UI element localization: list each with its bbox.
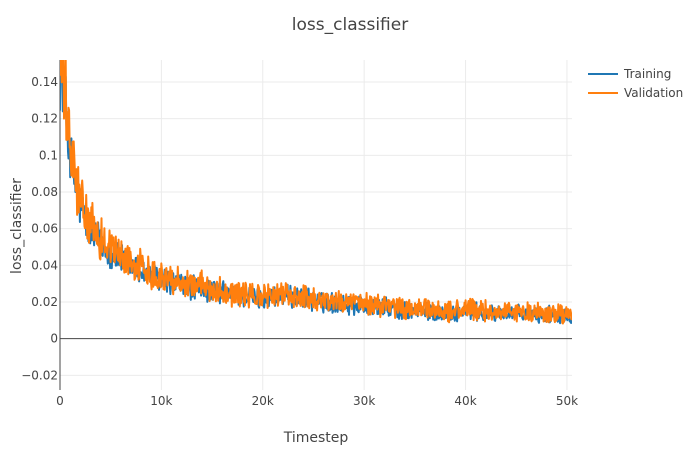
y-tick-label: 0.02: [31, 295, 58, 309]
x-tick-label: 50k: [556, 394, 578, 408]
y-axis-ticks: −0.02 0 0.02 0.04 0.06 0.08 0.1 0.12 0.14: [21, 75, 58, 382]
y-tick-label: 0.06: [31, 222, 58, 236]
zero-line-group: [59, 60, 572, 390]
plot-area: [60, 60, 572, 325]
y-tick-label: −0.02: [21, 368, 58, 382]
x-axis-ticks: 0 10k 20k 30k 40k 50k: [56, 394, 578, 408]
chart-title: loss_classifier: [292, 15, 408, 35]
series-line-validation: [60, 60, 572, 325]
x-tick-label: 30k: [353, 394, 375, 408]
x-tick-label: 10k: [150, 394, 172, 408]
legend-label-training: Training: [623, 67, 671, 81]
y-axis-title: loss_classifier: [9, 178, 25, 274]
legend-label-validation: Validation: [624, 86, 683, 100]
legend: Training Validation: [588, 67, 683, 100]
x-tick-label: 20k: [252, 394, 274, 408]
y-tick-label: 0: [50, 332, 58, 346]
y-tick-label: 0.1: [39, 148, 58, 162]
x-axis-title: Timestep: [283, 430, 349, 446]
grid: [59, 60, 572, 390]
y-tick-label: 0.08: [31, 185, 58, 199]
x-tick-label: 40k: [454, 394, 476, 408]
y-tick-label: 0.12: [31, 112, 58, 126]
y-tick-label: 0.14: [31, 75, 58, 89]
x-tick-label: 0: [56, 394, 64, 408]
y-tick-label: 0.04: [31, 258, 58, 272]
